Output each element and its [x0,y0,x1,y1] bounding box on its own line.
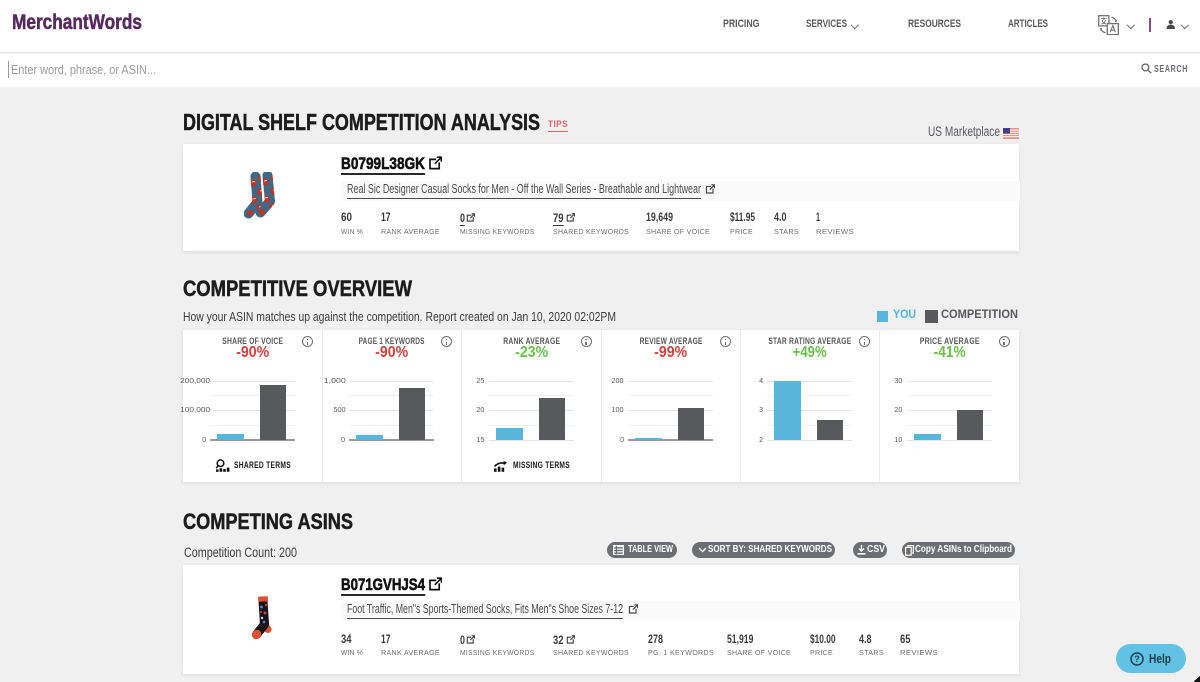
svg-text:?: ? [1134,654,1140,664]
